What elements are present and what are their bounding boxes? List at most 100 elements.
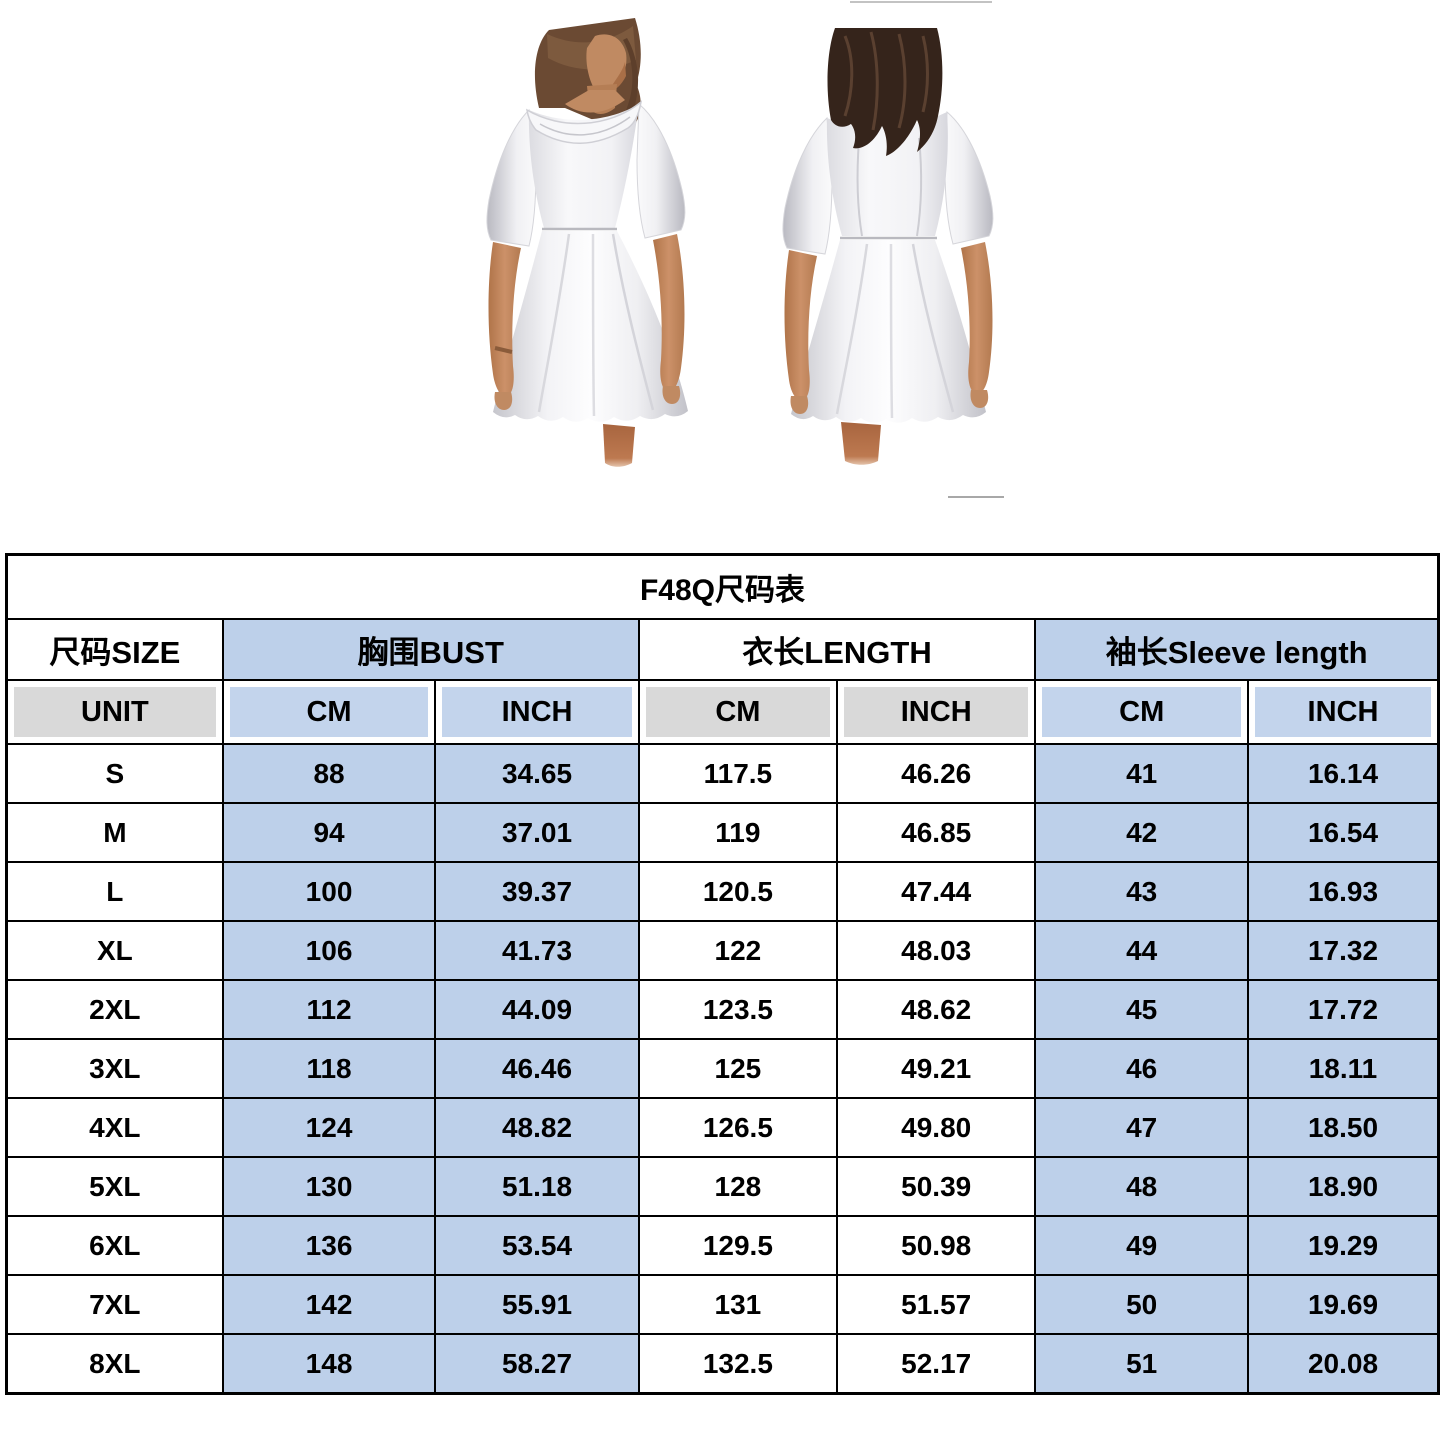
- length-inch-cell: 50.39: [836, 1156, 1037, 1217]
- bust-cm-cell: 118: [221, 1038, 437, 1099]
- bust-cm-cell: 148: [221, 1333, 437, 1395]
- size-cell: M: [5, 802, 224, 863]
- length-cm-cell: 131: [637, 1274, 839, 1335]
- bust-cm-cell: 88: [221, 743, 437, 804]
- length-inch-cell: 49.21: [836, 1038, 1037, 1099]
- table-row: 2XL 112 44.09 123.5 48.62 45 17.72: [5, 979, 1440, 1040]
- size-cell: 4XL: [5, 1097, 224, 1158]
- col-header-length: 衣长LENGTH: [637, 618, 1037, 681]
- bust-inch-cell: 58.27: [434, 1333, 640, 1395]
- length-inch-cell: 49.80: [836, 1097, 1037, 1158]
- unit-sleeve-inch: INCH: [1255, 687, 1431, 737]
- length-inch-cell: 48.03: [836, 920, 1037, 981]
- sleeve-inch-cell: 16.93: [1247, 861, 1440, 922]
- sleeve-inch-cell: 17.72: [1247, 979, 1440, 1040]
- size-cell: L: [5, 861, 224, 922]
- size-chart-table: F48Q尺码表 尺码SIZE 胸围BUST 衣长LENGTH 袖长Sleeve …: [5, 553, 1440, 1395]
- size-cell: 2XL: [5, 979, 224, 1040]
- bust-inch-cell: 44.09: [434, 979, 640, 1040]
- sleeve-cm-cell: 46: [1034, 1038, 1249, 1099]
- unit-length-inch: INCH: [844, 687, 1029, 737]
- unit-sleeve-cm: CM: [1042, 687, 1241, 737]
- table-row: 6XL 136 53.54 129.5 50.98 49 19.29: [5, 1215, 1440, 1276]
- bust-inch-cell: 51.18: [434, 1156, 640, 1217]
- length-cm-cell: 117.5: [637, 743, 839, 804]
- sleeve-cm-cell: 47: [1034, 1097, 1249, 1158]
- bust-cm-cell: 130: [221, 1156, 437, 1217]
- unit-label-cell: UNIT: [5, 679, 224, 745]
- sleeve-inch-cell: 19.29: [1247, 1215, 1440, 1276]
- bust-cm-cell: 106: [221, 920, 437, 981]
- size-chart-title: F48Q尺码表: [5, 553, 1440, 620]
- size-cell: XL: [5, 920, 224, 981]
- table-row: M 94 37.01 119 46.85 42 16.54: [5, 802, 1440, 863]
- dress-front-back-illustration: [486, 1, 1004, 498]
- table-row: 5XL 130 51.18 128 50.39 48 18.90: [5, 1156, 1440, 1217]
- table-row: 8XL 148 58.27 132.5 52.17 51 20.08: [5, 1333, 1440, 1395]
- dress-back-view: [782, 28, 994, 465]
- unit-cell: INCH: [434, 679, 640, 745]
- sleeve-cm-cell: 42: [1034, 802, 1249, 863]
- table-row: L 100 39.37 120.5 47.44 43 16.93: [5, 861, 1440, 922]
- bust-cm-cell: 112: [221, 979, 437, 1040]
- length-inch-cell: 52.17: [836, 1333, 1037, 1395]
- bust-cm-cell: 136: [221, 1215, 437, 1276]
- unit-length-cm: CM: [645, 687, 831, 737]
- bust-inch-cell: 39.37: [434, 861, 640, 922]
- table-row: S 88 34.65 117.5 46.26 41 16.14: [5, 743, 1440, 804]
- sleeve-inch-cell: 17.32: [1247, 920, 1440, 981]
- length-cm-cell: 122: [637, 920, 839, 981]
- sleeve-inch-cell: 18.90: [1247, 1156, 1440, 1217]
- sleeve-inch-cell: 18.50: [1247, 1097, 1440, 1158]
- length-cm-cell: 126.5: [637, 1097, 839, 1158]
- length-cm-cell: 125: [637, 1038, 839, 1099]
- sleeve-cm-cell: 51: [1034, 1333, 1249, 1395]
- size-cell: 5XL: [5, 1156, 224, 1217]
- size-cell: 7XL: [5, 1274, 224, 1335]
- table-row: 3XL 118 46.46 125 49.21 46 18.11: [5, 1038, 1440, 1099]
- length-cm-cell: 119: [637, 802, 839, 863]
- sleeve-inch-cell: 18.11: [1247, 1038, 1440, 1099]
- length-cm-cell: 128: [637, 1156, 839, 1217]
- length-inch-cell: 48.62: [836, 979, 1037, 1040]
- size-cell: 3XL: [5, 1038, 224, 1099]
- bust-cm-cell: 94: [221, 802, 437, 863]
- length-cm-cell: 132.5: [637, 1333, 839, 1395]
- sleeve-cm-cell: 45: [1034, 979, 1249, 1040]
- sleeve-cm-cell: 43: [1034, 861, 1249, 922]
- bust-inch-cell: 55.91: [434, 1274, 640, 1335]
- length-inch-cell: 51.57: [836, 1274, 1037, 1335]
- sleeve-cm-cell: 44: [1034, 920, 1249, 981]
- table-row: XL 106 41.73 122 48.03 44 17.32: [5, 920, 1440, 981]
- bust-inch-cell: 48.82: [434, 1097, 640, 1158]
- bust-inch-cell: 37.01: [434, 802, 640, 863]
- unit-bust-cm: CM: [229, 687, 429, 737]
- bust-inch-cell: 53.54: [434, 1215, 640, 1276]
- sleeve-cm-cell: 49: [1034, 1215, 1249, 1276]
- sleeve-cm-cell: 41: [1034, 743, 1249, 804]
- sleeve-cm-cell: 48: [1034, 1156, 1249, 1217]
- bust-cm-cell: 124: [221, 1097, 437, 1158]
- table-row: 4XL 124 48.82 126.5 49.80 47 18.50: [5, 1097, 1440, 1158]
- sleeve-inch-cell: 16.14: [1247, 743, 1440, 804]
- col-header-bust: 胸围BUST: [221, 618, 640, 681]
- length-inch-cell: 46.85: [836, 802, 1037, 863]
- sleeve-cm-cell: 50: [1034, 1274, 1249, 1335]
- size-cell: 6XL: [5, 1215, 224, 1276]
- length-cm-cell: 120.5: [637, 861, 839, 922]
- product-photo: [427, 0, 1017, 530]
- bust-cm-cell: 100: [221, 861, 437, 922]
- dress-front-view: [486, 18, 688, 467]
- sleeve-inch-cell: 16.54: [1247, 802, 1440, 863]
- length-inch-cell: 47.44: [836, 861, 1037, 922]
- length-inch-cell: 50.98: [836, 1215, 1037, 1276]
- table-row: 7XL 142 55.91 131 51.57 50 19.69: [5, 1274, 1440, 1335]
- unit-cell: INCH: [836, 679, 1037, 745]
- length-cm-cell: 129.5: [637, 1215, 839, 1276]
- col-header-sleeve: 袖长Sleeve length: [1034, 618, 1440, 681]
- sleeve-inch-cell: 19.69: [1247, 1274, 1440, 1335]
- size-cell: S: [5, 743, 224, 804]
- unit-cell: INCH: [1247, 679, 1440, 745]
- col-header-size: 尺码SIZE: [5, 618, 224, 681]
